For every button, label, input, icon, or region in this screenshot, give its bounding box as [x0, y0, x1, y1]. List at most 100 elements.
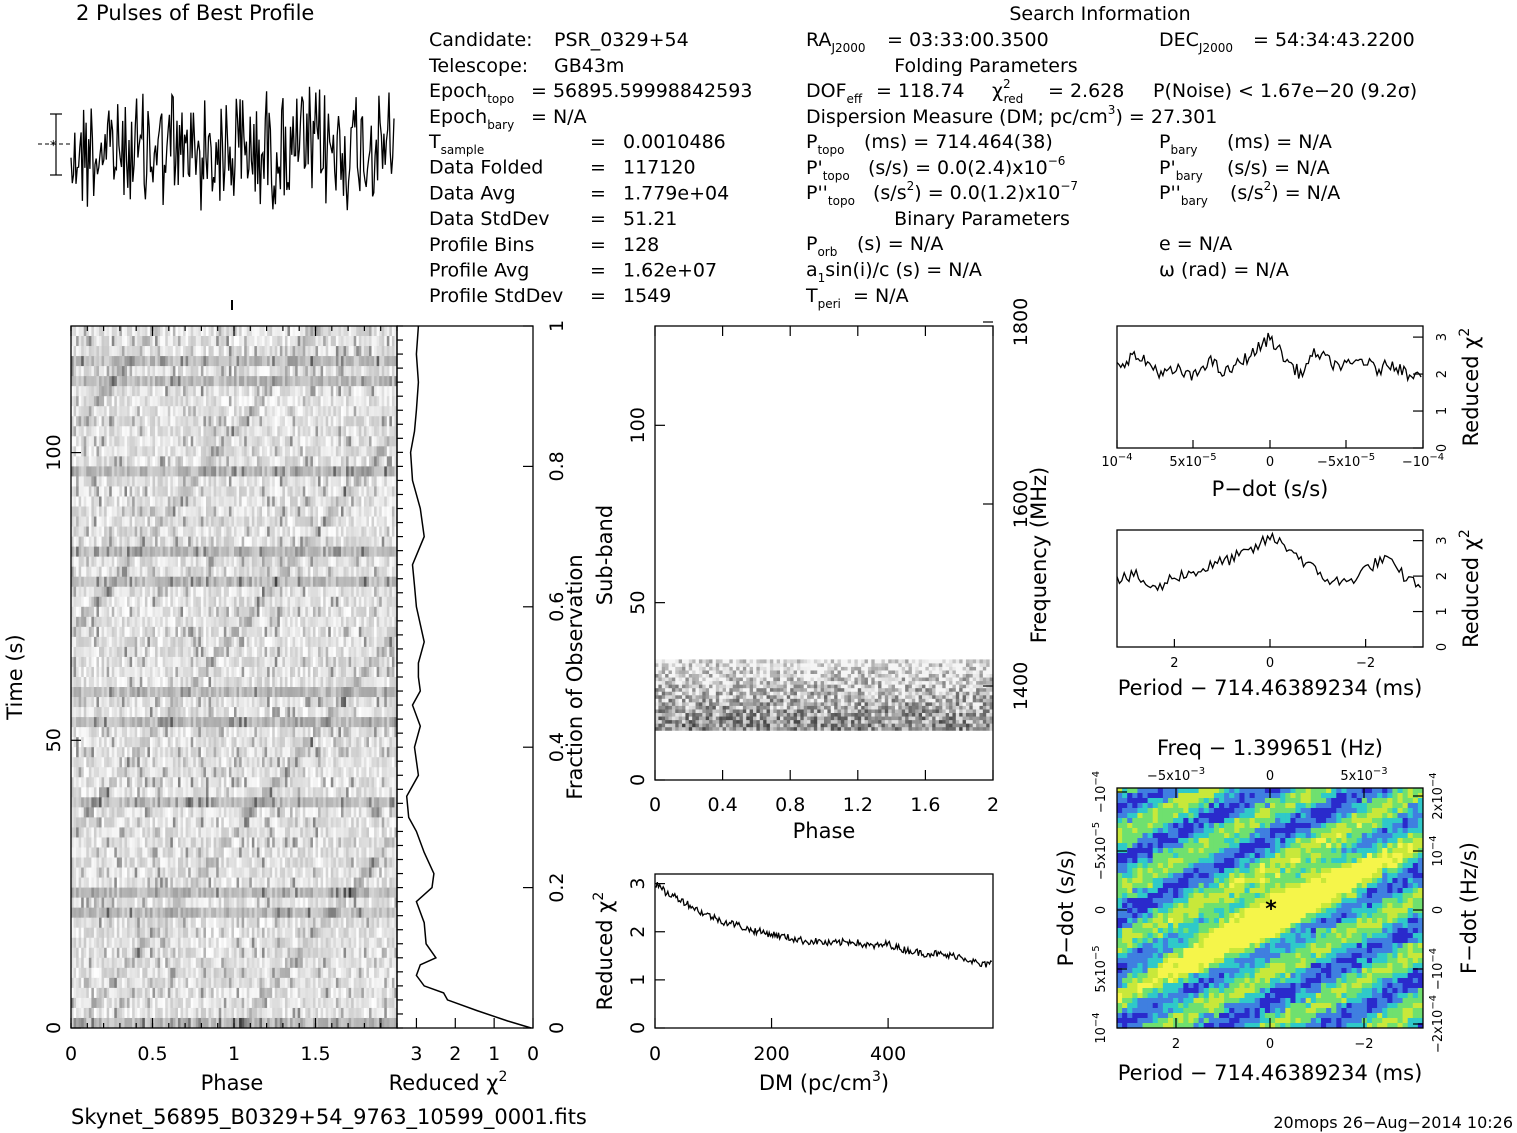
time-phase-cell: [353, 486, 357, 497]
time-phase-cell: [351, 396, 355, 407]
time-phase-cell: [262, 326, 265, 337]
time-phase-cell: [356, 636, 360, 648]
time-phase-cell: [155, 506, 158, 517]
time-phase-cell: [272, 466, 276, 477]
time-phase-cell: [175, 687, 179, 698]
time-phase-cell: [170, 666, 174, 678]
time-phase-cell: [93, 456, 97, 467]
time-phase-cell: [162, 576, 166, 588]
pbary-label: P: [1159, 131, 1170, 153]
time-phase-cell: [269, 416, 273, 427]
time-phase-cell: [96, 636, 100, 648]
time-phase-cell: [323, 386, 327, 397]
time-phase-cell: [137, 626, 141, 638]
time-phase-cell: [78, 406, 82, 417]
time-phase-cell: [165, 326, 169, 337]
time-phase-cell: [244, 456, 248, 467]
time-phase-cell: [160, 636, 164, 648]
time-phase-cell: [323, 646, 327, 658]
time-phase-cell: [353, 436, 357, 447]
time-phase-cell: [218, 506, 222, 517]
time-phase-cell: [170, 466, 174, 477]
time-phase-cell: [231, 576, 235, 588]
time-phase-cell: [277, 687, 281, 698]
time-phase-cell: [330, 476, 334, 487]
time-phase-cell: [320, 376, 324, 387]
porb-value: (s) = N/A: [857, 233, 943, 255]
time-phase-cell: [149, 616, 153, 628]
time-phase-cell: [315, 677, 319, 688]
time-phase-cell: [180, 346, 184, 357]
time-phase-cell: [185, 546, 189, 558]
time-phase-cell: [254, 677, 258, 688]
time-phase-cell: [78, 636, 82, 648]
time-phase-cell: [195, 666, 199, 678]
time-phase-cell: [264, 416, 268, 427]
time-phase-cell: [264, 566, 268, 578]
time-phase-cell: [295, 606, 299, 618]
time-phase-cell: [218, 336, 222, 347]
time-phase-cell: [104, 546, 108, 558]
time-phase-cell: [183, 366, 187, 377]
time-phase-cell: [198, 386, 202, 397]
time-phase-cell: [167, 516, 171, 527]
time-phase-cell: [223, 586, 227, 598]
time-phase-cell: [310, 576, 314, 588]
time-phase-cell: [228, 596, 232, 608]
time-phase-cell: [188, 496, 192, 507]
time-phase-cell: [236, 426, 240, 437]
time-phase-cell: [351, 466, 355, 477]
time-phase-cell: [160, 376, 164, 387]
time-phase-cell: [193, 606, 197, 618]
time-phase-cell: [330, 456, 334, 467]
time-phase-cell: [155, 586, 158, 598]
time-phase-cell: [318, 566, 321, 578]
time-phase-cell: [121, 466, 125, 477]
time-phase-cell: [170, 366, 174, 377]
time-phase-cell: [374, 326, 378, 337]
time-phase-cell: [129, 356, 133, 367]
time-phase-cell: [111, 707, 115, 718]
time-phase-cell: [175, 456, 179, 467]
time-phase-cell: [73, 646, 77, 658]
time-phase-cell: [193, 646, 197, 658]
time-phase-cell: [205, 396, 209, 407]
time-phase-cell: [160, 677, 164, 688]
time-phase-cell: [300, 476, 304, 487]
time-phase-cell: [267, 606, 271, 618]
time-phase-cell: [246, 516, 250, 527]
time-phase-cell: [231, 366, 235, 377]
time-phase-cell: [234, 677, 237, 688]
time-phase-cell: [282, 687, 286, 698]
time-phase-cell: [93, 677, 97, 688]
time-phase-cell: [83, 697, 87, 708]
time-phase-cell: [119, 506, 123, 517]
time-phase-cell: [391, 677, 395, 688]
time-phase-cell: [76, 606, 80, 618]
time-phase-cell: [386, 506, 390, 517]
time-phase-cell: [114, 436, 118, 447]
time-phase-cell: [323, 326, 327, 337]
time-phase-cell: [152, 596, 156, 608]
time-phase-cell: [333, 336, 337, 347]
time-phase-cell: [284, 616, 288, 628]
time-phase-cell: [211, 406, 215, 417]
time-phase-cell: [144, 456, 148, 467]
time-phase-cell: [213, 496, 217, 507]
time-phase-cell: [249, 486, 253, 497]
time-phase-cell: [348, 466, 352, 477]
time-phase-cell: [200, 356, 204, 367]
time-phase-cell: [246, 446, 250, 457]
time-phase-cell: [330, 556, 334, 568]
time-phase-cell: [356, 516, 360, 527]
time-phase-cell: [371, 376, 375, 387]
time-phase-cell: [167, 556, 171, 568]
time-phase-cell: [152, 366, 156, 377]
time-phase-cell: [106, 526, 110, 537]
time-phase-cell: [185, 626, 189, 638]
time-phase-cell: [101, 536, 105, 548]
time-phase-cell: [256, 516, 260, 527]
time-phase-cell: [203, 346, 207, 357]
time-phase-cell: [259, 566, 263, 578]
time-phase-cell: [139, 646, 143, 658]
